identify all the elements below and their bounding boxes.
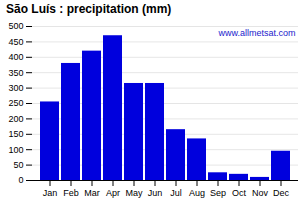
svg-text:250: 250: [8, 98, 23, 108]
svg-text:Jun: Jun: [148, 188, 163, 198]
svg-text:450: 450: [8, 37, 23, 47]
svg-text:Jul: Jul: [170, 188, 182, 198]
svg-text:0: 0: [18, 175, 23, 185]
svg-text:www.allmetsat.com: www.allmetsat.com: [217, 28, 295, 38]
svg-text:500: 500: [8, 21, 23, 31]
svg-text:300: 300: [8, 83, 23, 93]
svg-text:Nov: Nov: [252, 188, 269, 198]
html-text:São Luís : precipitation (mm): São Luís : precipitation (mm): [6, 2, 172, 16]
svg-text:100: 100: [8, 145, 23, 155]
svg-text:Feb: Feb: [63, 188, 79, 198]
svg-text:350: 350: [8, 68, 23, 78]
svg-text:Sep: Sep: [210, 188, 226, 198]
svg-text:Aug: Aug: [189, 188, 205, 198]
svg-text:Dec: Dec: [273, 188, 290, 198]
svg-text:Mar: Mar: [84, 188, 100, 198]
svg-text:150: 150: [8, 129, 23, 139]
svg-text:May: May: [125, 188, 143, 198]
svg-text:Jan: Jan: [43, 188, 58, 198]
svg-text:400: 400: [8, 52, 23, 62]
svg-text:50: 50: [13, 160, 23, 170]
svg-text:Apr: Apr: [106, 188, 120, 198]
svg-text:200: 200: [8, 114, 23, 124]
svg-text:Oct: Oct: [232, 188, 247, 198]
